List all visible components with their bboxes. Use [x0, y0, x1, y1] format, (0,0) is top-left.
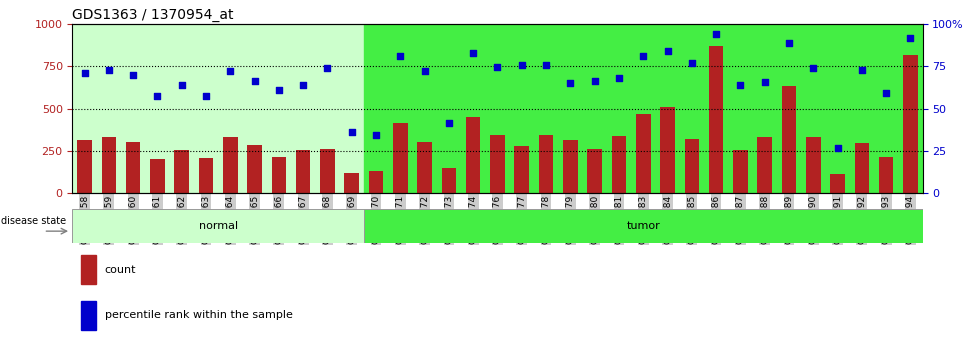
Point — [636, 53, 651, 59]
Point — [878, 91, 894, 96]
Point — [320, 65, 335, 71]
Bar — [539, 135, 554, 193]
Bar — [515, 146, 529, 193]
Point — [708, 31, 724, 37]
Point — [466, 50, 481, 56]
Bar — [101, 137, 116, 193]
Point — [150, 93, 165, 99]
Bar — [830, 174, 845, 193]
Point — [392, 53, 408, 59]
Point — [587, 78, 603, 83]
Bar — [247, 145, 262, 193]
Text: GDS1363 / 1370954_at: GDS1363 / 1370954_at — [72, 8, 234, 22]
Point — [247, 78, 263, 83]
Point — [296, 82, 311, 88]
Point — [271, 87, 287, 93]
Bar — [855, 143, 869, 193]
Point — [902, 35, 918, 40]
Point — [611, 76, 627, 81]
Bar — [611, 136, 626, 193]
Bar — [806, 137, 820, 193]
Text: normal: normal — [199, 221, 238, 231]
Point — [757, 80, 773, 85]
Bar — [296, 150, 310, 193]
Point — [77, 70, 93, 76]
Point — [660, 48, 675, 54]
Point — [126, 72, 141, 78]
Bar — [126, 142, 140, 193]
Text: percentile rank within the sample: percentile rank within the sample — [104, 310, 293, 321]
Bar — [72, 24, 364, 193]
Bar — [364, 24, 923, 193]
Point — [684, 60, 699, 66]
Bar — [685, 139, 699, 193]
Bar — [369, 171, 384, 193]
Bar — [150, 159, 165, 193]
Bar — [77, 140, 92, 193]
Bar — [223, 137, 238, 193]
Bar — [636, 114, 650, 193]
Point — [344, 130, 359, 135]
Bar — [709, 46, 724, 193]
Bar — [320, 149, 335, 193]
Bar — [364, 209, 923, 243]
Bar — [903, 55, 918, 193]
Text: disease state: disease state — [2, 216, 67, 226]
Bar — [466, 117, 480, 193]
Bar — [879, 157, 894, 193]
Point — [174, 82, 189, 88]
Point — [490, 65, 505, 70]
Text: tumor: tumor — [626, 221, 660, 231]
Bar — [781, 86, 796, 193]
Point — [101, 67, 117, 72]
Point — [732, 82, 748, 88]
Point — [368, 132, 384, 138]
Bar — [81, 301, 97, 330]
Point — [830, 145, 845, 150]
Point — [854, 67, 869, 72]
Point — [514, 62, 529, 68]
Point — [222, 69, 238, 74]
Bar — [563, 140, 578, 193]
Bar — [72, 209, 364, 243]
Point — [806, 65, 821, 71]
Bar — [345, 173, 359, 193]
Text: count: count — [104, 265, 136, 275]
Point — [781, 40, 797, 46]
Bar — [490, 135, 505, 193]
Bar — [733, 150, 748, 193]
Bar — [417, 142, 432, 193]
Bar — [587, 149, 602, 193]
Bar — [175, 150, 189, 193]
Point — [562, 80, 578, 86]
Bar — [757, 137, 772, 193]
Point — [538, 62, 554, 68]
Bar — [81, 255, 97, 284]
Bar — [660, 107, 675, 193]
Bar — [393, 123, 408, 193]
Bar — [199, 158, 213, 193]
Bar — [441, 168, 456, 193]
Point — [441, 120, 457, 126]
Bar — [271, 157, 286, 193]
Point — [417, 69, 433, 74]
Point — [198, 93, 213, 99]
